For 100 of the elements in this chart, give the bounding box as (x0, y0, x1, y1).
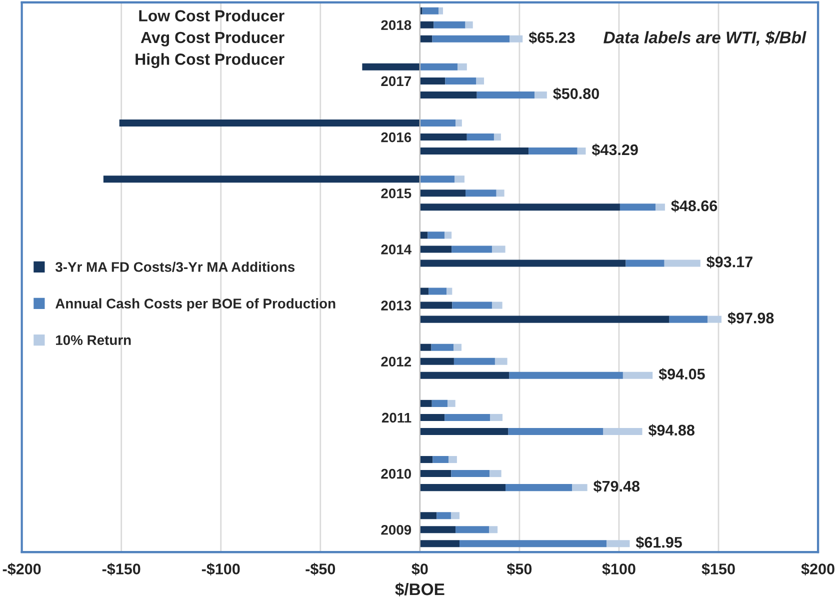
bar (420, 77, 446, 84)
x-tick-label: -$200 (2, 562, 41, 576)
bar (420, 21, 434, 28)
annotation: $61.95 (636, 536, 682, 549)
bar (454, 358, 495, 365)
bar (103, 176, 420, 183)
bar (452, 302, 492, 309)
bar (420, 358, 454, 365)
bar (420, 540, 460, 548)
bar (420, 91, 477, 98)
bar (452, 246, 492, 253)
bar (446, 288, 452, 295)
y-tick-label: 2011 (382, 412, 412, 423)
bar (428, 232, 445, 239)
bar (420, 148, 529, 155)
y-tick-label: 2009 (381, 524, 412, 535)
annotation: Data labels are WTI, $/Bbl (604, 30, 806, 46)
x-tick-label: $0 (412, 562, 428, 576)
annotation: $43.29 (592, 144, 638, 156)
bar (492, 246, 506, 253)
x-tick-label: -$150 (102, 562, 140, 576)
bar (119, 120, 420, 127)
bar (422, 7, 439, 14)
bar (420, 302, 452, 309)
bar (656, 204, 665, 211)
y-tick-label: 2013 (381, 300, 412, 310)
bar (528, 148, 578, 155)
bar (448, 456, 457, 464)
x-tick-label: -$100 (202, 562, 240, 576)
bar (489, 526, 498, 534)
x-tick-label: $50 (506, 562, 532, 576)
bar (420, 134, 467, 141)
y-tick-label: 2014 (381, 244, 412, 254)
annotation: $93.17 (706, 256, 752, 268)
bar (420, 63, 458, 70)
bar (451, 470, 490, 478)
bar (428, 288, 447, 295)
bar (420, 484, 506, 492)
bar (454, 176, 465, 183)
bar (420, 232, 428, 239)
bar (465, 21, 473, 28)
bar (431, 344, 454, 351)
y-tick-label: 2017 (381, 76, 411, 86)
bar (420, 470, 452, 478)
bar (450, 512, 460, 520)
annotation: High Cost Producer (136, 53, 284, 68)
bar (603, 428, 642, 435)
bar (506, 484, 572, 492)
bar (420, 512, 437, 520)
bar (420, 190, 466, 197)
bar (606, 540, 630, 548)
bar (420, 456, 433, 464)
bar (708, 316, 722, 323)
bar (420, 526, 456, 534)
y-tick-label: 2015 (381, 188, 412, 198)
bar (420, 400, 432, 407)
annotation: $65.23 (528, 32, 575, 44)
bar (420, 260, 626, 267)
bar (496, 190, 504, 197)
bar (444, 414, 490, 421)
bar (420, 316, 670, 323)
annotation: $48.66 (671, 200, 718, 212)
bar (508, 428, 604, 435)
y-tick-label: 2010 (381, 468, 412, 479)
bar (460, 540, 607, 548)
x-axis-title: $/BOE (395, 582, 444, 596)
bar (420, 344, 432, 351)
bar (466, 190, 496, 197)
bar (476, 77, 484, 84)
annotation: $94.88 (648, 424, 694, 437)
bar (362, 63, 420, 70)
bar (420, 176, 455, 183)
bar (456, 526, 490, 534)
bar (420, 288, 429, 295)
bar (620, 204, 656, 211)
x-tick-label: -$50 (306, 562, 336, 576)
bar (445, 77, 476, 84)
bar (622, 372, 653, 379)
bar (664, 260, 700, 267)
bar (510, 35, 523, 42)
bar (572, 484, 588, 492)
annotation: $50.80 (553, 88, 599, 100)
bar (490, 414, 503, 421)
bar (534, 91, 547, 98)
bar (420, 120, 456, 127)
bar (420, 204, 620, 211)
x-tick-label: $200 (801, 562, 834, 576)
bar (434, 21, 466, 28)
bar (466, 134, 494, 141)
legend-label: Annual Cash Costs per BOE of Production (55, 298, 336, 312)
annotation: Low Cost Producer (139, 10, 284, 22)
bar (432, 400, 448, 407)
bar (436, 512, 451, 520)
bar (444, 232, 452, 239)
bar (626, 260, 664, 267)
annotation: $79.48 (593, 480, 640, 493)
bar (420, 428, 508, 435)
y-tick-label: 2018 (381, 20, 412, 30)
bar (456, 120, 462, 127)
y-tick-label: 2012 (381, 356, 412, 367)
